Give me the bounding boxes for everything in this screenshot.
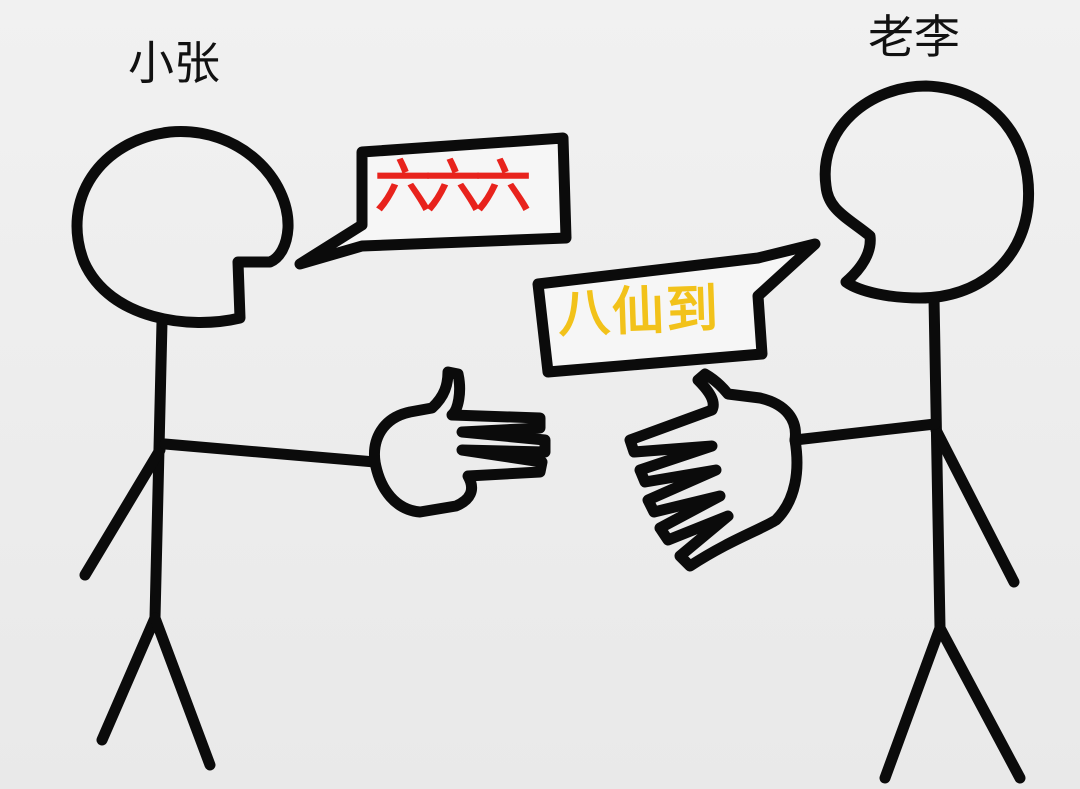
right-arm-left xyxy=(159,438,381,468)
head-right xyxy=(819,80,1035,304)
left-leg-right xyxy=(879,622,946,784)
left-leg-left xyxy=(96,612,161,746)
head-left xyxy=(71,126,294,328)
left-arm-left xyxy=(79,444,166,581)
right-leg-left xyxy=(149,612,216,771)
name-label-right: 老李 xyxy=(868,10,960,64)
speech-bubble-right xyxy=(532,238,821,378)
hand-right xyxy=(624,368,803,572)
right-leg-right xyxy=(934,622,1026,784)
stick-figure-right xyxy=(624,80,1035,784)
stick-figure-left xyxy=(71,126,551,771)
name-label-left: 小张 xyxy=(128,36,220,90)
speech-text-right: 八仙到 xyxy=(557,279,722,345)
body-right xyxy=(928,292,946,634)
body-left xyxy=(149,316,168,624)
speech-text-left: 六六六 xyxy=(375,155,531,220)
hand-left xyxy=(369,366,551,518)
right-arm-right xyxy=(930,424,1020,588)
speech-bubble-left xyxy=(294,132,572,270)
left-arm-right xyxy=(789,418,941,446)
